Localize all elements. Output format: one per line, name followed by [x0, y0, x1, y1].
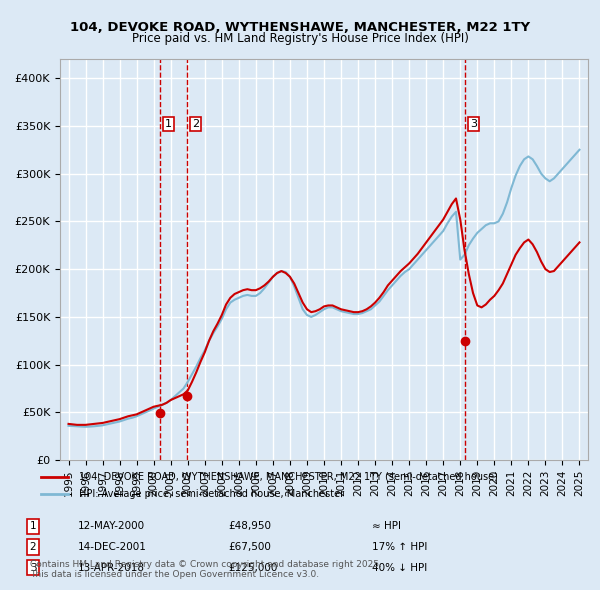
Text: 3: 3 [470, 119, 477, 129]
Text: 1: 1 [29, 522, 37, 531]
Text: Contains HM Land Registry data © Crown copyright and database right 2025.
This d: Contains HM Land Registry data © Crown c… [30, 560, 382, 579]
Text: 17% ↑ HPI: 17% ↑ HPI [372, 542, 427, 552]
Text: 1: 1 [165, 119, 172, 129]
Text: £48,950: £48,950 [228, 522, 271, 531]
Text: 40% ↓ HPI: 40% ↓ HPI [372, 563, 427, 572]
Text: 2: 2 [192, 119, 199, 129]
Text: £125,000: £125,000 [228, 563, 277, 572]
Text: 104, DEVOKE ROAD, WYTHENSHAWE, MANCHESTER, M22 1TY (semi-detached house): 104, DEVOKE ROAD, WYTHENSHAWE, MANCHESTE… [79, 472, 497, 482]
Text: 13-APR-2018: 13-APR-2018 [78, 563, 145, 572]
Text: ≈ HPI: ≈ HPI [372, 522, 401, 531]
Text: 3: 3 [29, 563, 37, 572]
Text: 104, DEVOKE ROAD, WYTHENSHAWE, MANCHESTER, M22 1TY: 104, DEVOKE ROAD, WYTHENSHAWE, MANCHESTE… [70, 21, 530, 34]
Text: 14-DEC-2001: 14-DEC-2001 [78, 542, 147, 552]
Text: £67,500: £67,500 [228, 542, 271, 552]
Text: HPI: Average price, semi-detached house, Manchester: HPI: Average price, semi-detached house,… [79, 489, 344, 499]
Text: Price paid vs. HM Land Registry's House Price Index (HPI): Price paid vs. HM Land Registry's House … [131, 32, 469, 45]
Text: 12-MAY-2000: 12-MAY-2000 [78, 522, 145, 531]
Text: 2: 2 [29, 542, 37, 552]
